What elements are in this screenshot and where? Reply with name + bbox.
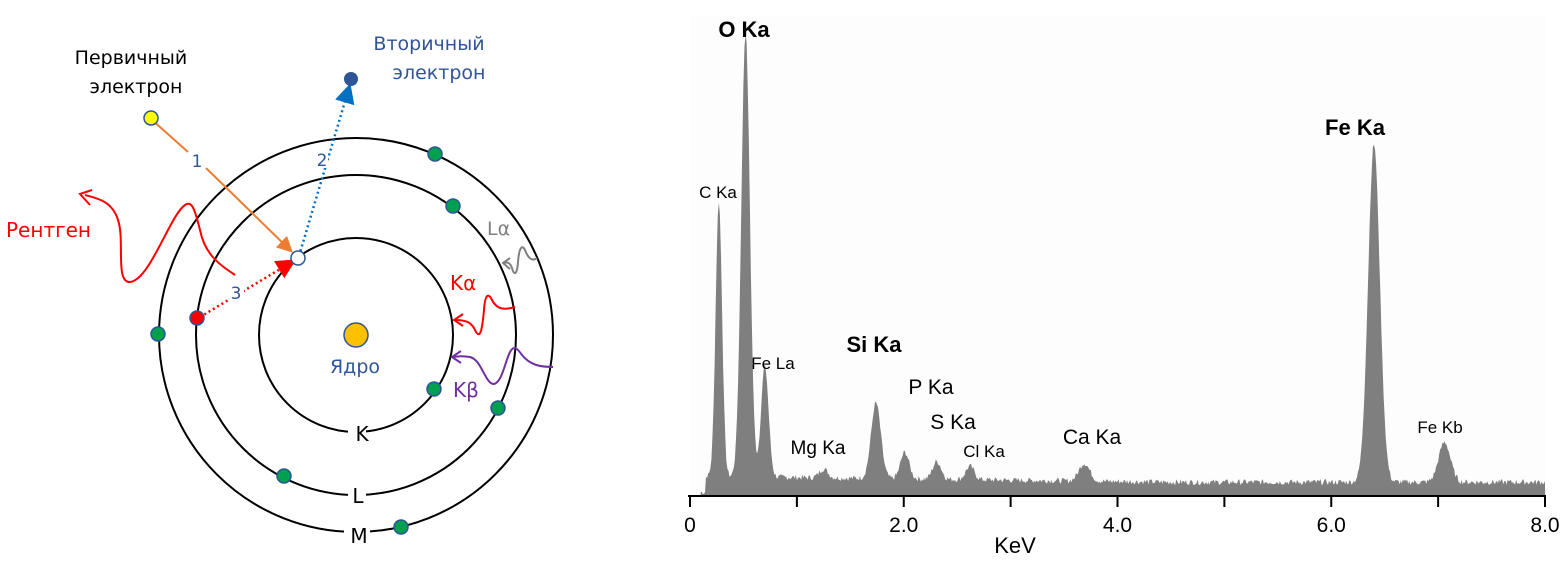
kb-wave <box>452 347 554 386</box>
secondary-electron <box>344 72 358 86</box>
x-tick-label: 6.0 <box>1317 514 1346 537</box>
electron <box>276 468 292 484</box>
shell-m-label: M <box>350 524 367 548</box>
step3-arrow <box>199 259 297 319</box>
electron <box>150 326 166 342</box>
x-tick-label: 2.0 <box>889 514 918 537</box>
step1-arrow <box>150 118 189 153</box>
peak-labels: C Ka O Ka Fe La Mg Ka Si Ka P Ka S Ka Cl Ka Ca K… <box>699 17 1463 461</box>
step1-label: 1 <box>192 152 203 172</box>
peak-label-si-ka: Si Ka <box>846 332 902 357</box>
primary-electron-label: Первичный электрон <box>75 47 194 98</box>
x-tick-label: 8.0 <box>1530 514 1559 537</box>
xray-arrowhead <box>78 189 93 206</box>
primary-electron <box>143 110 159 126</box>
electron <box>490 400 506 416</box>
peak-label-o-ka: O Ka <box>718 17 770 42</box>
peak-label-cl-ka: Cl Ka <box>963 442 1005 461</box>
x-tick-label: 4.0 <box>1103 514 1132 537</box>
step3-label: 3 <box>231 284 242 304</box>
x-ticks: 0 2.0 4.0 6.0 8.0 <box>684 496 1560 537</box>
peak-label-s-ka: S Ka <box>930 411 976 434</box>
eds-spectrum-chart: 0 2.0 4.0 6.0 8.0 C Ka O Ka Fe La Mg Ka Si Ka P K… <box>684 15 1560 558</box>
spectrum-layer <box>700 34 1545 495</box>
peak-label-ca-ka: Ca Ka <box>1063 426 1122 449</box>
peak-label-fe-la: Fe La <box>751 354 795 373</box>
kb-label: Kβ <box>453 378 479 402</box>
spectrum-area <box>700 34 1545 495</box>
secondary-electron-label: Вторичный электрон <box>373 33 490 84</box>
la-label: Lα <box>487 218 510 240</box>
transition-electron <box>189 310 205 326</box>
plot-background <box>690 15 1546 495</box>
xray-wave <box>84 194 236 284</box>
x-axis-label: KeV <box>994 533 1036 558</box>
electron <box>445 198 461 214</box>
peak-label-mg-ka: Mg Ka <box>791 438 846 459</box>
atom-diagram: K L M Ядро 1 2 3 Рентген <box>6 33 554 548</box>
peak-label-fe-kb: Fe Kb <box>1417 418 1462 437</box>
step1-arrow-lower <box>205 167 293 253</box>
shell-k-label: K <box>355 422 369 446</box>
xray-label: Рентген <box>6 218 91 242</box>
x-tick-label: 0 <box>684 514 696 537</box>
ka-label: Kα <box>450 271 476 295</box>
electron <box>426 381 442 397</box>
shell-l-label: L <box>352 484 364 508</box>
peak-label-p-ka: P Ka <box>908 376 953 399</box>
vacancy <box>290 250 306 266</box>
nucleus <box>343 322 369 348</box>
peak-label-fe-ka: Fe Ka <box>1325 115 1386 140</box>
ka-wave <box>454 294 516 336</box>
step2-arrow <box>297 83 355 257</box>
step2-label: 2 <box>317 151 328 171</box>
nucleus-label: Ядро <box>330 356 380 378</box>
electron <box>393 519 409 535</box>
electron <box>427 146 443 162</box>
peak-label-c-ka: C Ka <box>699 183 737 202</box>
la-wave <box>502 246 538 275</box>
